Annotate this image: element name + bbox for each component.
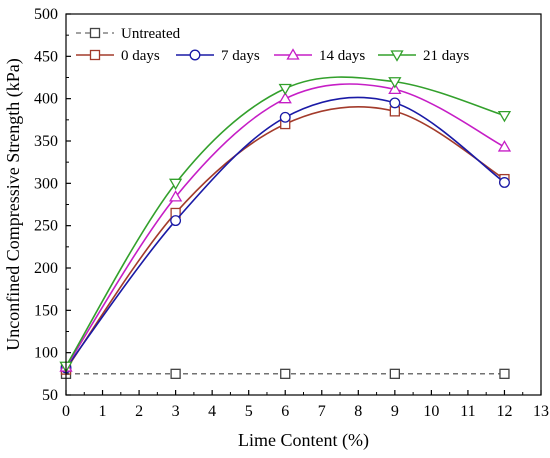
x-tick-label: 4 <box>208 403 216 420</box>
legend-marker <box>89 49 101 61</box>
legend-entry: 7 days <box>176 48 260 64</box>
data-point <box>499 368 510 379</box>
x-tick-label: 0 <box>62 403 70 420</box>
series-7-days <box>60 96 510 374</box>
series-line <box>65 96 505 369</box>
x-axis-title: Lime Content (%) <box>238 430 369 451</box>
data-point <box>170 368 181 379</box>
x-tick-label: 5 <box>245 403 253 420</box>
legend-entry: Untreated <box>76 26 181 42</box>
y-tick-label: 500 <box>34 6 58 23</box>
x-tick-label: 12 <box>496 403 512 420</box>
series-0-days <box>60 106 510 375</box>
data-point <box>280 368 291 379</box>
data-point <box>279 111 291 123</box>
data-point <box>278 83 292 96</box>
data-point <box>497 110 512 123</box>
legend-label: Untreated <box>121 26 181 42</box>
data-point <box>499 177 510 188</box>
legend-entry: 0 days <box>76 48 160 64</box>
data-point <box>278 91 292 104</box>
axis-layer: 0 1 2 3 4 5 6 7 8 9 10 11 12 135010015020025030035040… <box>34 6 549 420</box>
series-layer <box>59 76 512 379</box>
data-point <box>168 178 183 191</box>
y-tick-label: 300 <box>34 175 58 192</box>
legend-entry: 21 days <box>378 48 469 64</box>
series-line <box>65 106 505 371</box>
series-line <box>65 76 505 367</box>
series-line <box>65 83 505 368</box>
legend-entry: 14 days <box>274 48 365 64</box>
x-tick-label: 2 <box>135 403 143 420</box>
legend-marker <box>89 27 101 39</box>
x-tick-label: 7 <box>318 403 326 420</box>
x-tick-label: 9 <box>391 403 399 420</box>
y-tick-label: 200 <box>34 260 58 277</box>
data-point <box>388 82 402 95</box>
y-tick-label: 400 <box>34 91 58 108</box>
y-tick-label: 150 <box>34 302 58 319</box>
x-tick-label: 8 <box>354 403 362 420</box>
legend-marker <box>189 49 201 61</box>
series-untreated <box>60 368 510 379</box>
y-tick-label: 50 <box>42 387 58 404</box>
legend: Untreated 0 days 7 days 14 days 21 days <box>76 26 469 64</box>
series-14-days <box>59 82 512 372</box>
data-point <box>168 190 183 202</box>
y-tick-label: 250 <box>34 218 58 235</box>
x-tick-label: 6 <box>281 403 289 420</box>
legend-marker <box>390 50 404 62</box>
x-tick-label: 1 <box>99 403 107 420</box>
data-point <box>389 97 401 109</box>
legend-label: 7 days <box>221 48 260 64</box>
y-tick-label: 350 <box>34 133 58 150</box>
x-tick-label: 11 <box>460 403 475 420</box>
plot-frame <box>65 13 542 396</box>
x-tick-label: 10 <box>423 403 439 420</box>
y-tick-label: 450 <box>34 48 58 65</box>
legend-label: 14 days <box>319 48 365 64</box>
legend-marker <box>286 48 300 60</box>
y-axis-title: Unconfined Compressive Strength (kPa) <box>3 58 24 350</box>
data-point <box>389 368 400 379</box>
data-point <box>497 140 512 152</box>
series-21-days <box>59 76 512 374</box>
data-point <box>170 215 182 227</box>
data-point <box>388 77 402 89</box>
x-tick-label: 3 <box>172 403 180 420</box>
legend-label: 21 days <box>423 48 469 64</box>
x-tick-label: 13 <box>533 403 549 420</box>
y-tick-label: 100 <box>34 345 58 362</box>
legend-label: 0 days <box>121 48 160 64</box>
